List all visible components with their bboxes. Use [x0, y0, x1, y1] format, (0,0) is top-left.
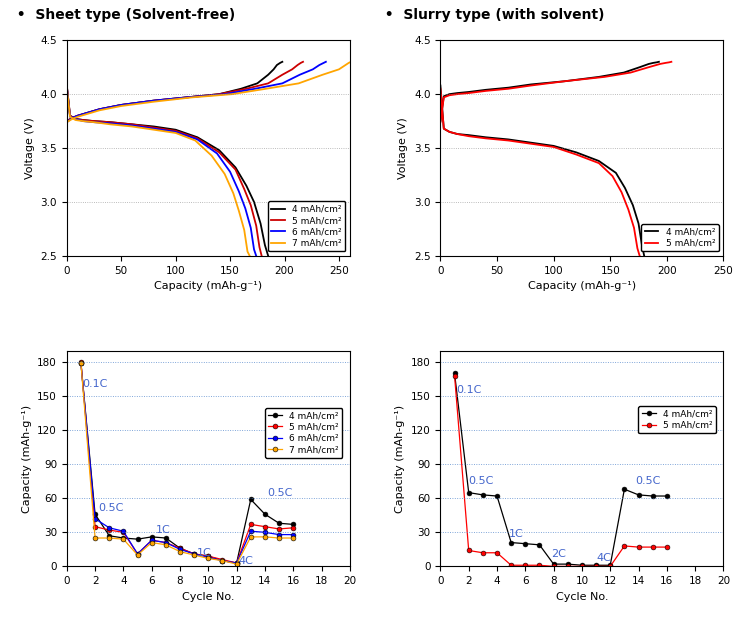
Text: 0.5C: 0.5C: [469, 475, 494, 485]
Text: 0.5C: 0.5C: [268, 488, 293, 498]
X-axis label: Capacity (mAh-g⁻¹): Capacity (mAh-g⁻¹): [528, 281, 636, 291]
Text: 0.5C: 0.5C: [98, 503, 123, 513]
X-axis label: Cycle No.: Cycle No.: [182, 592, 234, 602]
Text: 4C: 4C: [596, 553, 611, 563]
Text: 2C: 2C: [551, 549, 565, 560]
Legend: 4 mAh/cm², 5 mAh/cm², 6 mAh/cm², 7 mAh/cm²: 4 mAh/cm², 5 mAh/cm², 6 mAh/cm², 7 mAh/c…: [265, 408, 343, 457]
Y-axis label: Voltage (V): Voltage (V): [398, 117, 409, 179]
Text: 0.1C: 0.1C: [82, 379, 108, 389]
Text: •  Sheet type (Solvent-free): • Sheet type (Solvent-free): [7, 7, 236, 22]
Text: 1C: 1C: [508, 529, 523, 539]
Text: 1C: 1C: [197, 548, 211, 558]
Y-axis label: Capacity (mAh-g⁻¹): Capacity (mAh-g⁻¹): [22, 404, 32, 513]
X-axis label: Capacity (mAh-g⁻¹): Capacity (mAh-g⁻¹): [154, 281, 263, 291]
Legend: 4 mAh/cm², 5 mAh/cm²: 4 mAh/cm², 5 mAh/cm²: [639, 406, 716, 433]
X-axis label: Cycle No.: Cycle No.: [556, 592, 608, 602]
Text: 0.1C: 0.1C: [456, 385, 482, 395]
Text: 4C: 4C: [238, 556, 253, 566]
Legend: 4 mAh/cm², 5 mAh/cm²: 4 mAh/cm², 5 mAh/cm²: [641, 224, 719, 251]
Y-axis label: Voltage (V): Voltage (V): [25, 117, 35, 179]
Y-axis label: Capacity (mAh-g⁻¹): Capacity (mAh-g⁻¹): [395, 404, 405, 513]
Legend: 4 mAh/cm², 5 mAh/cm², 6 mAh/cm², 7 mAh/cm²: 4 mAh/cm², 5 mAh/cm², 6 mAh/cm², 7 mAh/c…: [268, 201, 345, 251]
Text: 0.5C: 0.5C: [636, 475, 661, 485]
Text: •  Slurry type (with solvent): • Slurry type (with solvent): [375, 7, 604, 22]
Text: 1C: 1C: [156, 526, 171, 535]
